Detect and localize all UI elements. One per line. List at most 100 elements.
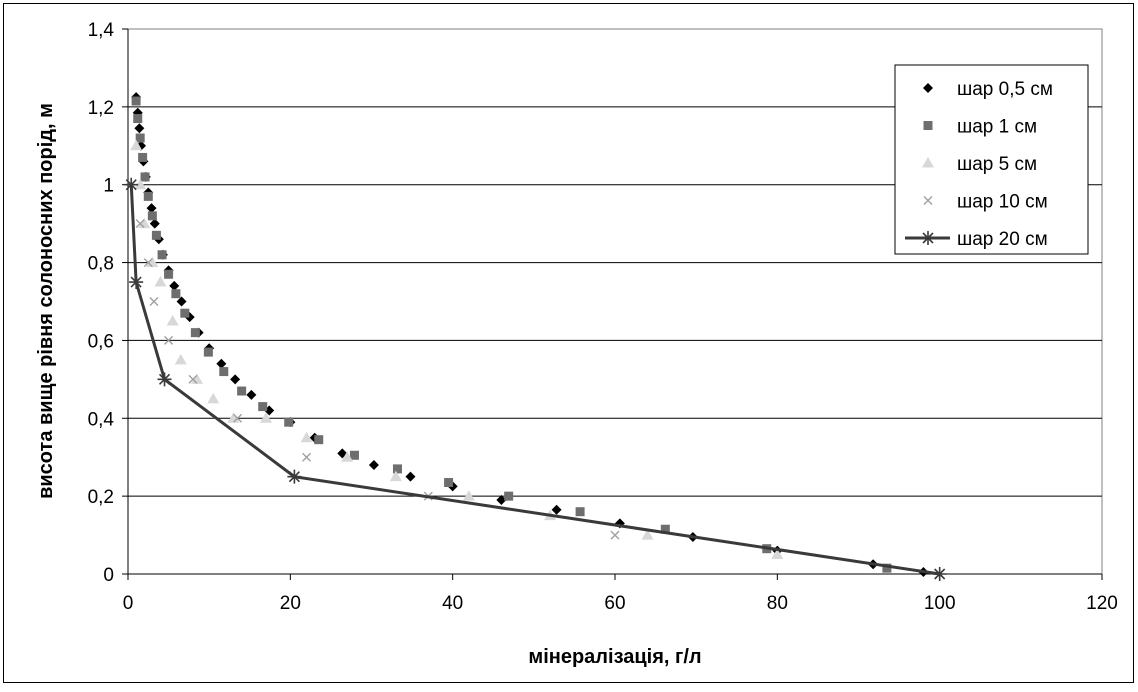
legend: шар 0,5 см шар 1 см шар 5 см шар 10 см шар 2…: [894, 64, 1089, 255]
legend-marker-0: [923, 83, 933, 93]
data-point: [368, 460, 379, 470]
data-point: [504, 491, 514, 501]
series-layer: [124, 92, 947, 581]
y-tick-label: 1,2: [88, 98, 114, 119]
data-point: [130, 139, 143, 151]
data-point: [237, 386, 247, 396]
x-tick-label: 80: [767, 593, 788, 614]
data-point: [171, 289, 181, 299]
data-point: [287, 469, 302, 484]
data-point: [219, 367, 229, 377]
data-point: [216, 358, 227, 369]
y-tick-label: 0,4: [88, 409, 115, 430]
data-point: [392, 464, 402, 474]
data-point: [143, 191, 153, 201]
data-point: [157, 250, 167, 260]
data-point: [174, 353, 187, 365]
data-point: [124, 177, 139, 192]
x-tick-label: 120: [1086, 593, 1118, 614]
data-point: [154, 276, 167, 287]
data-point: [151, 230, 161, 240]
data-point: [575, 507, 585, 517]
data-point: [462, 490, 475, 501]
axes: 0 0,2 0,4 0,6 0,8 1 1,2 1,4 0 20 40 60 80 100 120: [88, 20, 1118, 614]
data-point: [207, 392, 220, 404]
y-tick-label: 1: [103, 176, 114, 197]
legend-label-4: шар 20 см: [957, 229, 1048, 250]
x-axis-title: мінералізація, г/л: [528, 646, 701, 668]
data-point: [149, 218, 160, 229]
data-point: [164, 269, 174, 279]
data-point: [496, 495, 507, 506]
legend-marker-4: [921, 231, 935, 245]
data-point: [405, 471, 416, 482]
legend-marker-1: [923, 121, 933, 130]
y-tick-label: 0,8: [88, 254, 114, 275]
x-tick-label: 100: [924, 593, 956, 614]
data-point: [302, 452, 312, 462]
data-point: [188, 374, 198, 384]
data-point: [233, 413, 243, 423]
y-tick-label: 1,4: [88, 20, 115, 41]
data-point: [140, 172, 150, 182]
data-point: [180, 308, 190, 318]
legend-marker-2: [922, 157, 934, 168]
data-point: [551, 504, 562, 515]
data-point: [138, 152, 148, 162]
data-point: [190, 328, 200, 338]
data-point: [166, 314, 179, 326]
data-point: [259, 412, 272, 423]
legend-label-3: шар 10 см: [957, 192, 1048, 213]
data-point: [147, 211, 157, 221]
legend-marker-3: [923, 196, 933, 205]
y-axis-title: висота вище рівня солоносних порід, м: [35, 103, 57, 499]
data-point: [641, 529, 654, 540]
legend-label-0: шар 0,5 см: [957, 79, 1053, 100]
x-tick-label: 40: [442, 593, 463, 614]
data-point: [131, 96, 141, 106]
data-point: [134, 123, 145, 134]
data-point: [143, 258, 153, 268]
data-point: [149, 297, 159, 306]
data-point: [771, 548, 784, 560]
series-2: [130, 139, 784, 560]
y-tick-label: 0,6: [88, 331, 114, 352]
data-point: [258, 402, 268, 412]
data-point: [169, 280, 180, 291]
data-point: [341, 451, 354, 462]
data-point: [610, 530, 620, 540]
data-point: [349, 450, 359, 460]
series-1: [131, 96, 892, 573]
data-point: [230, 374, 241, 385]
data-point: [389, 470, 402, 482]
data-point: [284, 417, 294, 427]
data-point: [157, 372, 172, 387]
data-point: [133, 114, 143, 124]
data-point: [660, 524, 670, 534]
data-point: [300, 431, 313, 443]
data-point: [314, 435, 324, 445]
data-point: [176, 296, 187, 307]
data-point: [164, 335, 174, 345]
x-tick-label: 20: [280, 593, 301, 614]
x-tick-label: 60: [604, 593, 625, 614]
data-point: [129, 275, 144, 290]
data-point: [146, 203, 157, 214]
x-tick-label: 0: [123, 593, 134, 614]
data-point: [203, 347, 213, 357]
series-3: [135, 219, 620, 540]
data-point: [135, 133, 145, 143]
data-point: [444, 478, 454, 488]
data-point: [246, 389, 257, 400]
data-point: [932, 567, 947, 581]
series-4: [124, 177, 947, 581]
data-point: [135, 219, 145, 229]
y-tick-label: 0: [103, 565, 114, 586]
legend-label-1: шар 1 см: [957, 117, 1037, 138]
legend-label-2: шар 5 см: [957, 154, 1037, 175]
data-point: [882, 563, 892, 573]
y-tick-label: 0,2: [88, 487, 114, 508]
data-point: [134, 178, 147, 190]
